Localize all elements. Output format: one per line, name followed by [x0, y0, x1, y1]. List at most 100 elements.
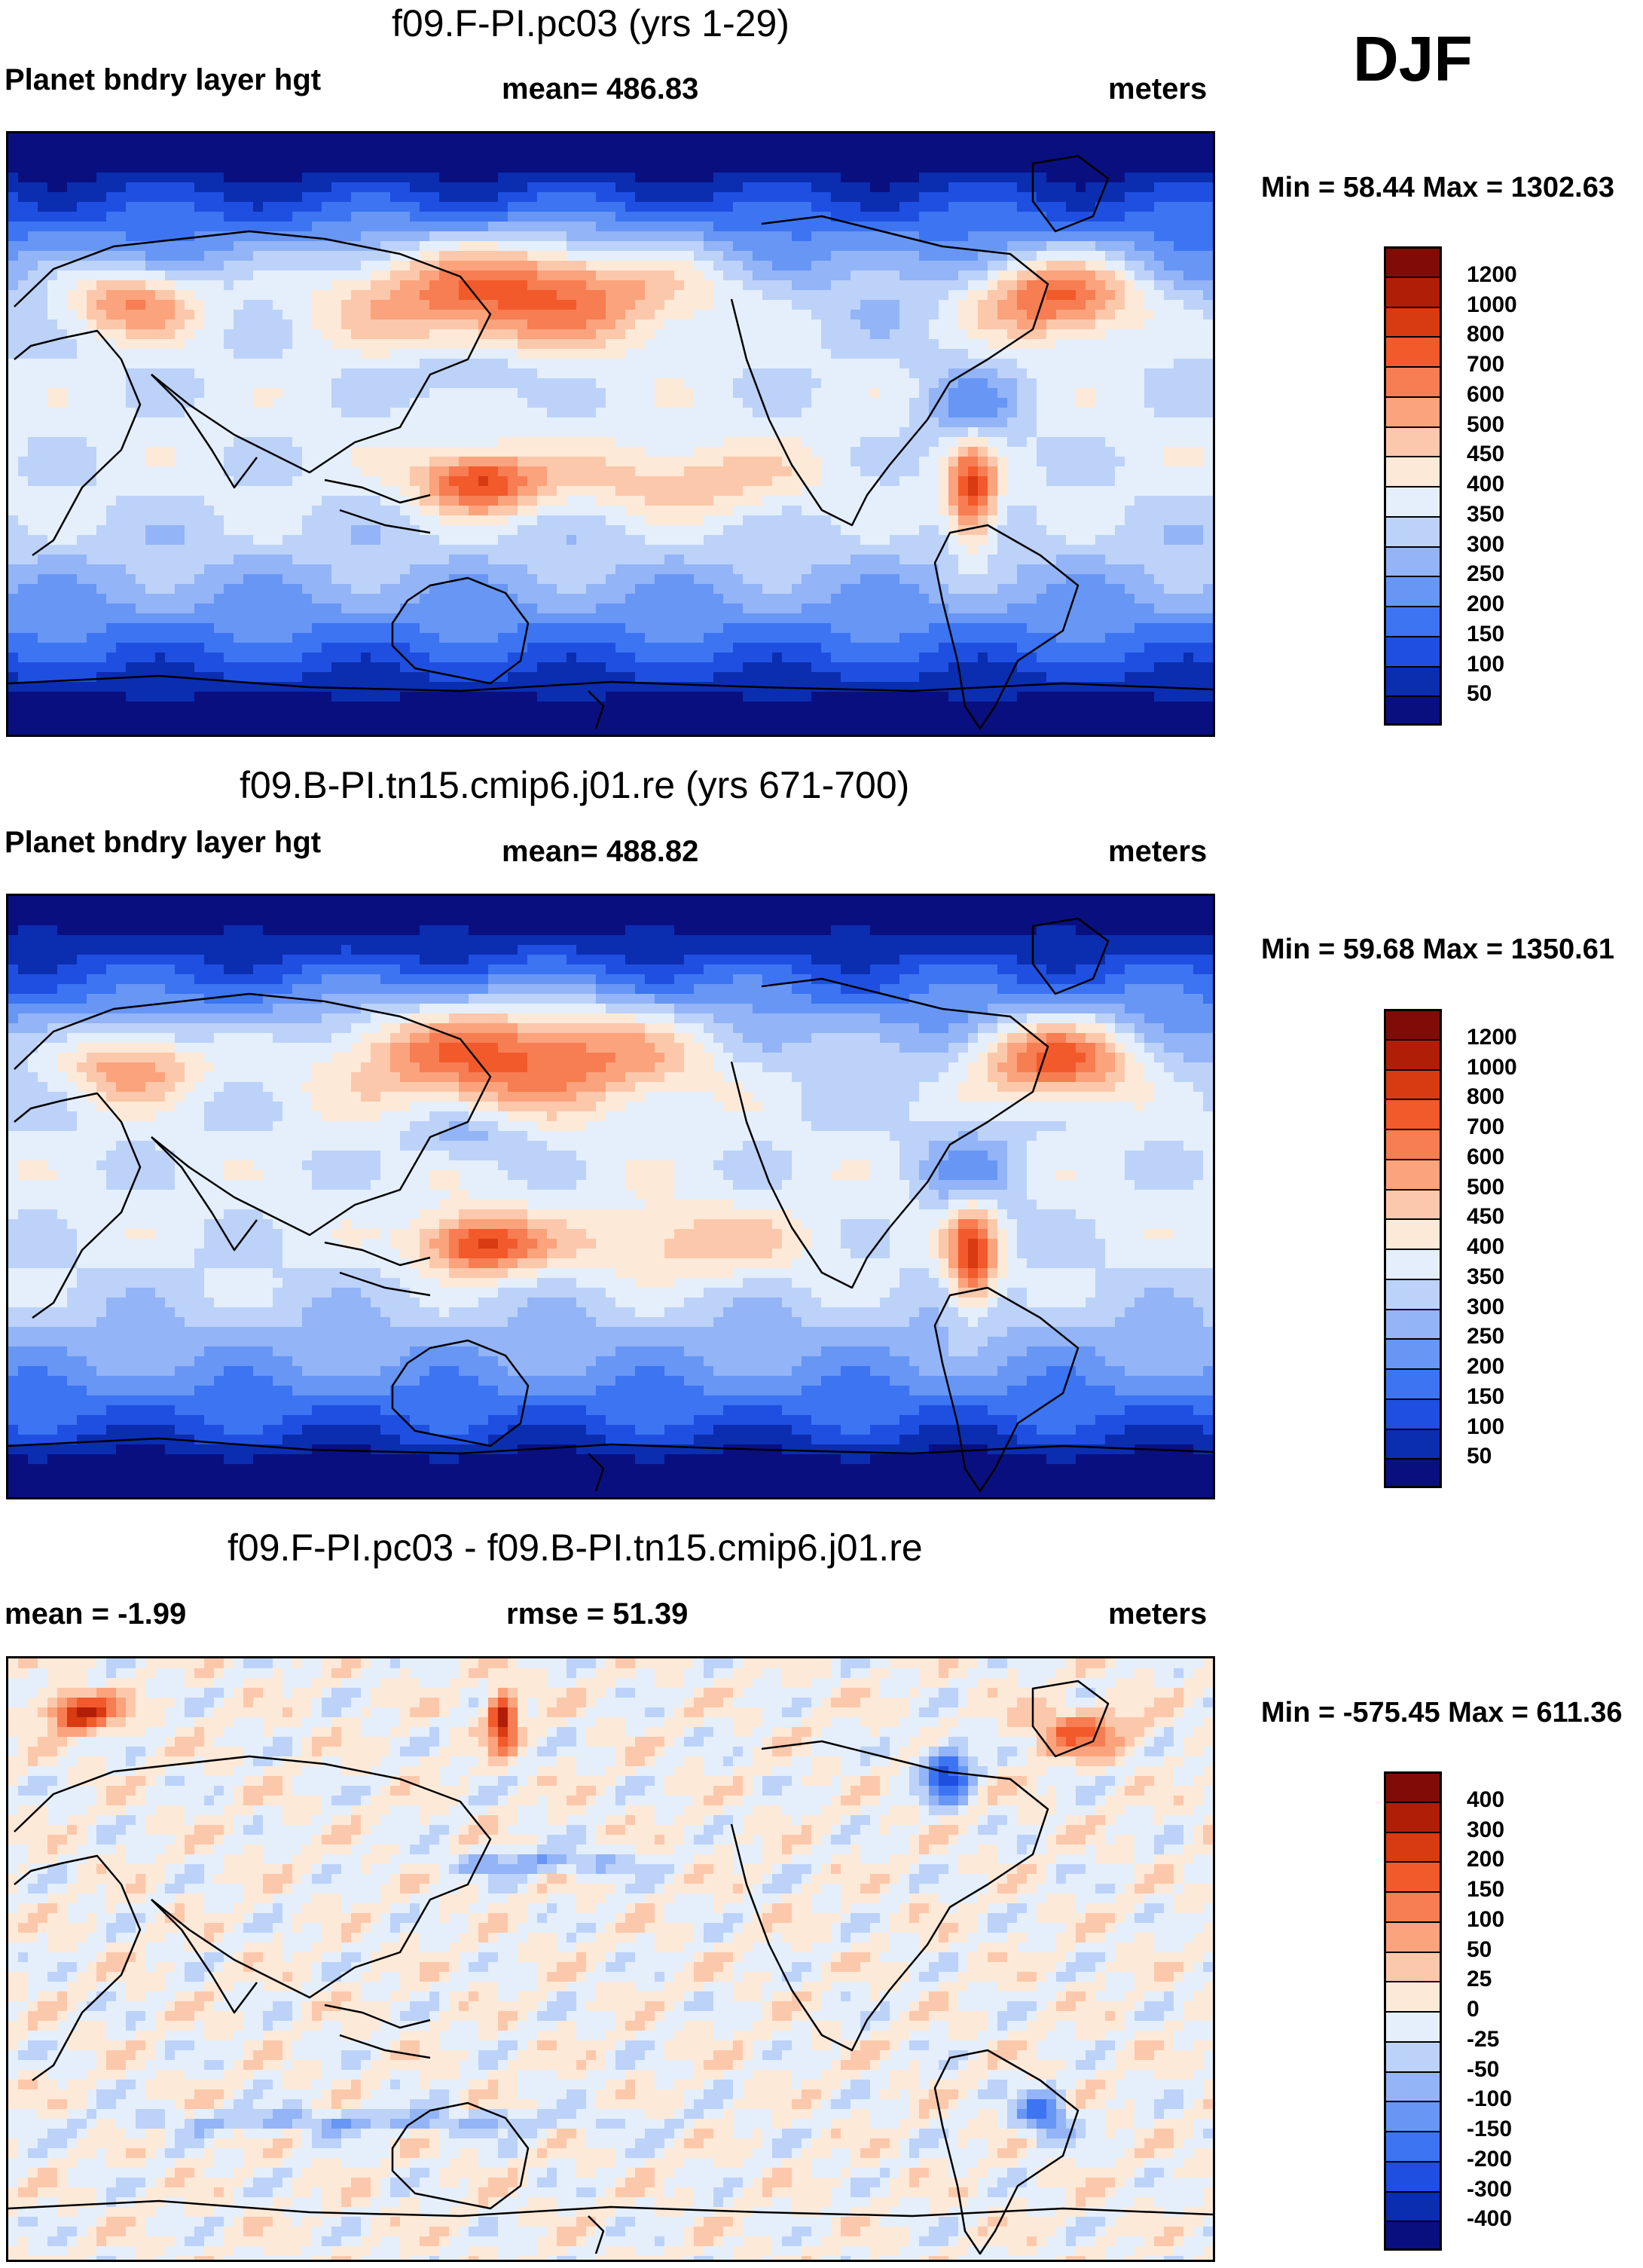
field-cell	[1115, 408, 1125, 418]
field-cell	[145, 163, 156, 173]
field-cell	[204, 310, 215, 320]
field-cell	[420, 496, 430, 506]
field-cell	[537, 466, 548, 477]
field-cell	[841, 143, 851, 154]
field-cell	[380, 182, 391, 193]
field-cell	[606, 241, 616, 252]
field-cell	[968, 398, 979, 408]
field-cell	[77, 417, 87, 428]
field-cell	[351, 192, 362, 203]
field-cell	[596, 271, 606, 281]
field-cell	[165, 222, 176, 232]
field-cell	[870, 466, 881, 477]
field-cell	[234, 202, 244, 212]
field-cell	[978, 437, 988, 448]
field-cell	[929, 437, 939, 448]
field-cell	[625, 163, 636, 173]
field-cell	[204, 427, 215, 438]
field-cell	[469, 388, 479, 399]
field-cell	[1144, 290, 1155, 301]
field-cell	[380, 506, 391, 516]
field-cell	[518, 192, 528, 203]
field-cell	[802, 378, 812, 389]
field-cell	[57, 319, 68, 330]
field-cell	[870, 163, 881, 173]
field-cell	[968, 506, 979, 516]
field-cell	[429, 329, 440, 340]
field-cell	[38, 319, 48, 330]
field-cell	[1027, 231, 1037, 242]
field-cell	[645, 300, 655, 310]
field-cell	[1056, 163, 1067, 173]
field-cell	[557, 447, 567, 457]
field-cell	[723, 182, 734, 193]
field-cell	[165, 378, 176, 389]
field-cell	[224, 173, 234, 183]
field-cell	[282, 261, 293, 271]
field-cell	[312, 143, 322, 154]
field-cell	[811, 143, 822, 154]
field-cell	[566, 310, 577, 320]
field-cell	[674, 133, 685, 144]
field-cell	[1154, 310, 1165, 320]
field-cell	[713, 290, 724, 301]
field-cell	[1154, 388, 1165, 399]
field-cell	[263, 515, 273, 526]
field-cell	[234, 222, 244, 232]
field-cell	[136, 359, 146, 369]
field-cell	[194, 398, 205, 408]
field-cell	[1125, 447, 1135, 457]
field-cell	[380, 163, 391, 173]
field-cell	[1203, 231, 1213, 242]
field-cell	[312, 388, 322, 399]
field-cell	[606, 359, 616, 369]
field-cell	[253, 486, 264, 497]
field-cell	[136, 271, 146, 281]
field-cell	[469, 261, 479, 271]
field-cell	[449, 212, 460, 222]
panel-1-map	[6, 131, 1215, 737]
field-cell	[762, 319, 773, 330]
field-cell	[498, 359, 508, 369]
field-cell	[371, 319, 381, 330]
field-cell	[615, 143, 626, 154]
field-cell	[331, 398, 342, 408]
field-cell	[1135, 427, 1145, 438]
field-cell	[1076, 349, 1086, 359]
field-cell	[28, 329, 38, 340]
field-cell	[899, 496, 910, 506]
field-cell	[782, 280, 792, 291]
field-cell	[890, 388, 900, 399]
field-cell	[488, 319, 499, 330]
field-cell	[537, 310, 548, 320]
field-cell	[664, 339, 675, 350]
field-cell	[194, 329, 205, 340]
field-cell	[821, 231, 832, 242]
field-cell	[282, 368, 293, 379]
field-cell	[175, 486, 185, 497]
field-cell	[341, 349, 352, 359]
field-cell	[576, 476, 587, 487]
field-cell	[811, 231, 822, 242]
field-cell	[772, 466, 783, 477]
field-cell	[997, 457, 1008, 467]
field-cell	[1056, 280, 1067, 291]
field-cell	[175, 476, 185, 487]
field-cell	[988, 398, 998, 408]
field-cell	[185, 202, 195, 212]
field-cell	[1164, 515, 1174, 526]
field-cell	[361, 143, 371, 154]
field-cell	[96, 349, 107, 359]
field-cell	[1154, 476, 1165, 487]
field-cell	[478, 417, 489, 428]
field-cell	[234, 506, 244, 516]
field-cell	[47, 310, 58, 320]
field-cell	[821, 241, 832, 252]
field-cell	[429, 349, 440, 359]
field-cell	[67, 202, 78, 212]
field-cell	[615, 427, 626, 438]
field-cell	[175, 300, 185, 310]
field-cell	[126, 271, 136, 281]
field-cell	[704, 368, 714, 379]
field-cell	[635, 153, 646, 164]
